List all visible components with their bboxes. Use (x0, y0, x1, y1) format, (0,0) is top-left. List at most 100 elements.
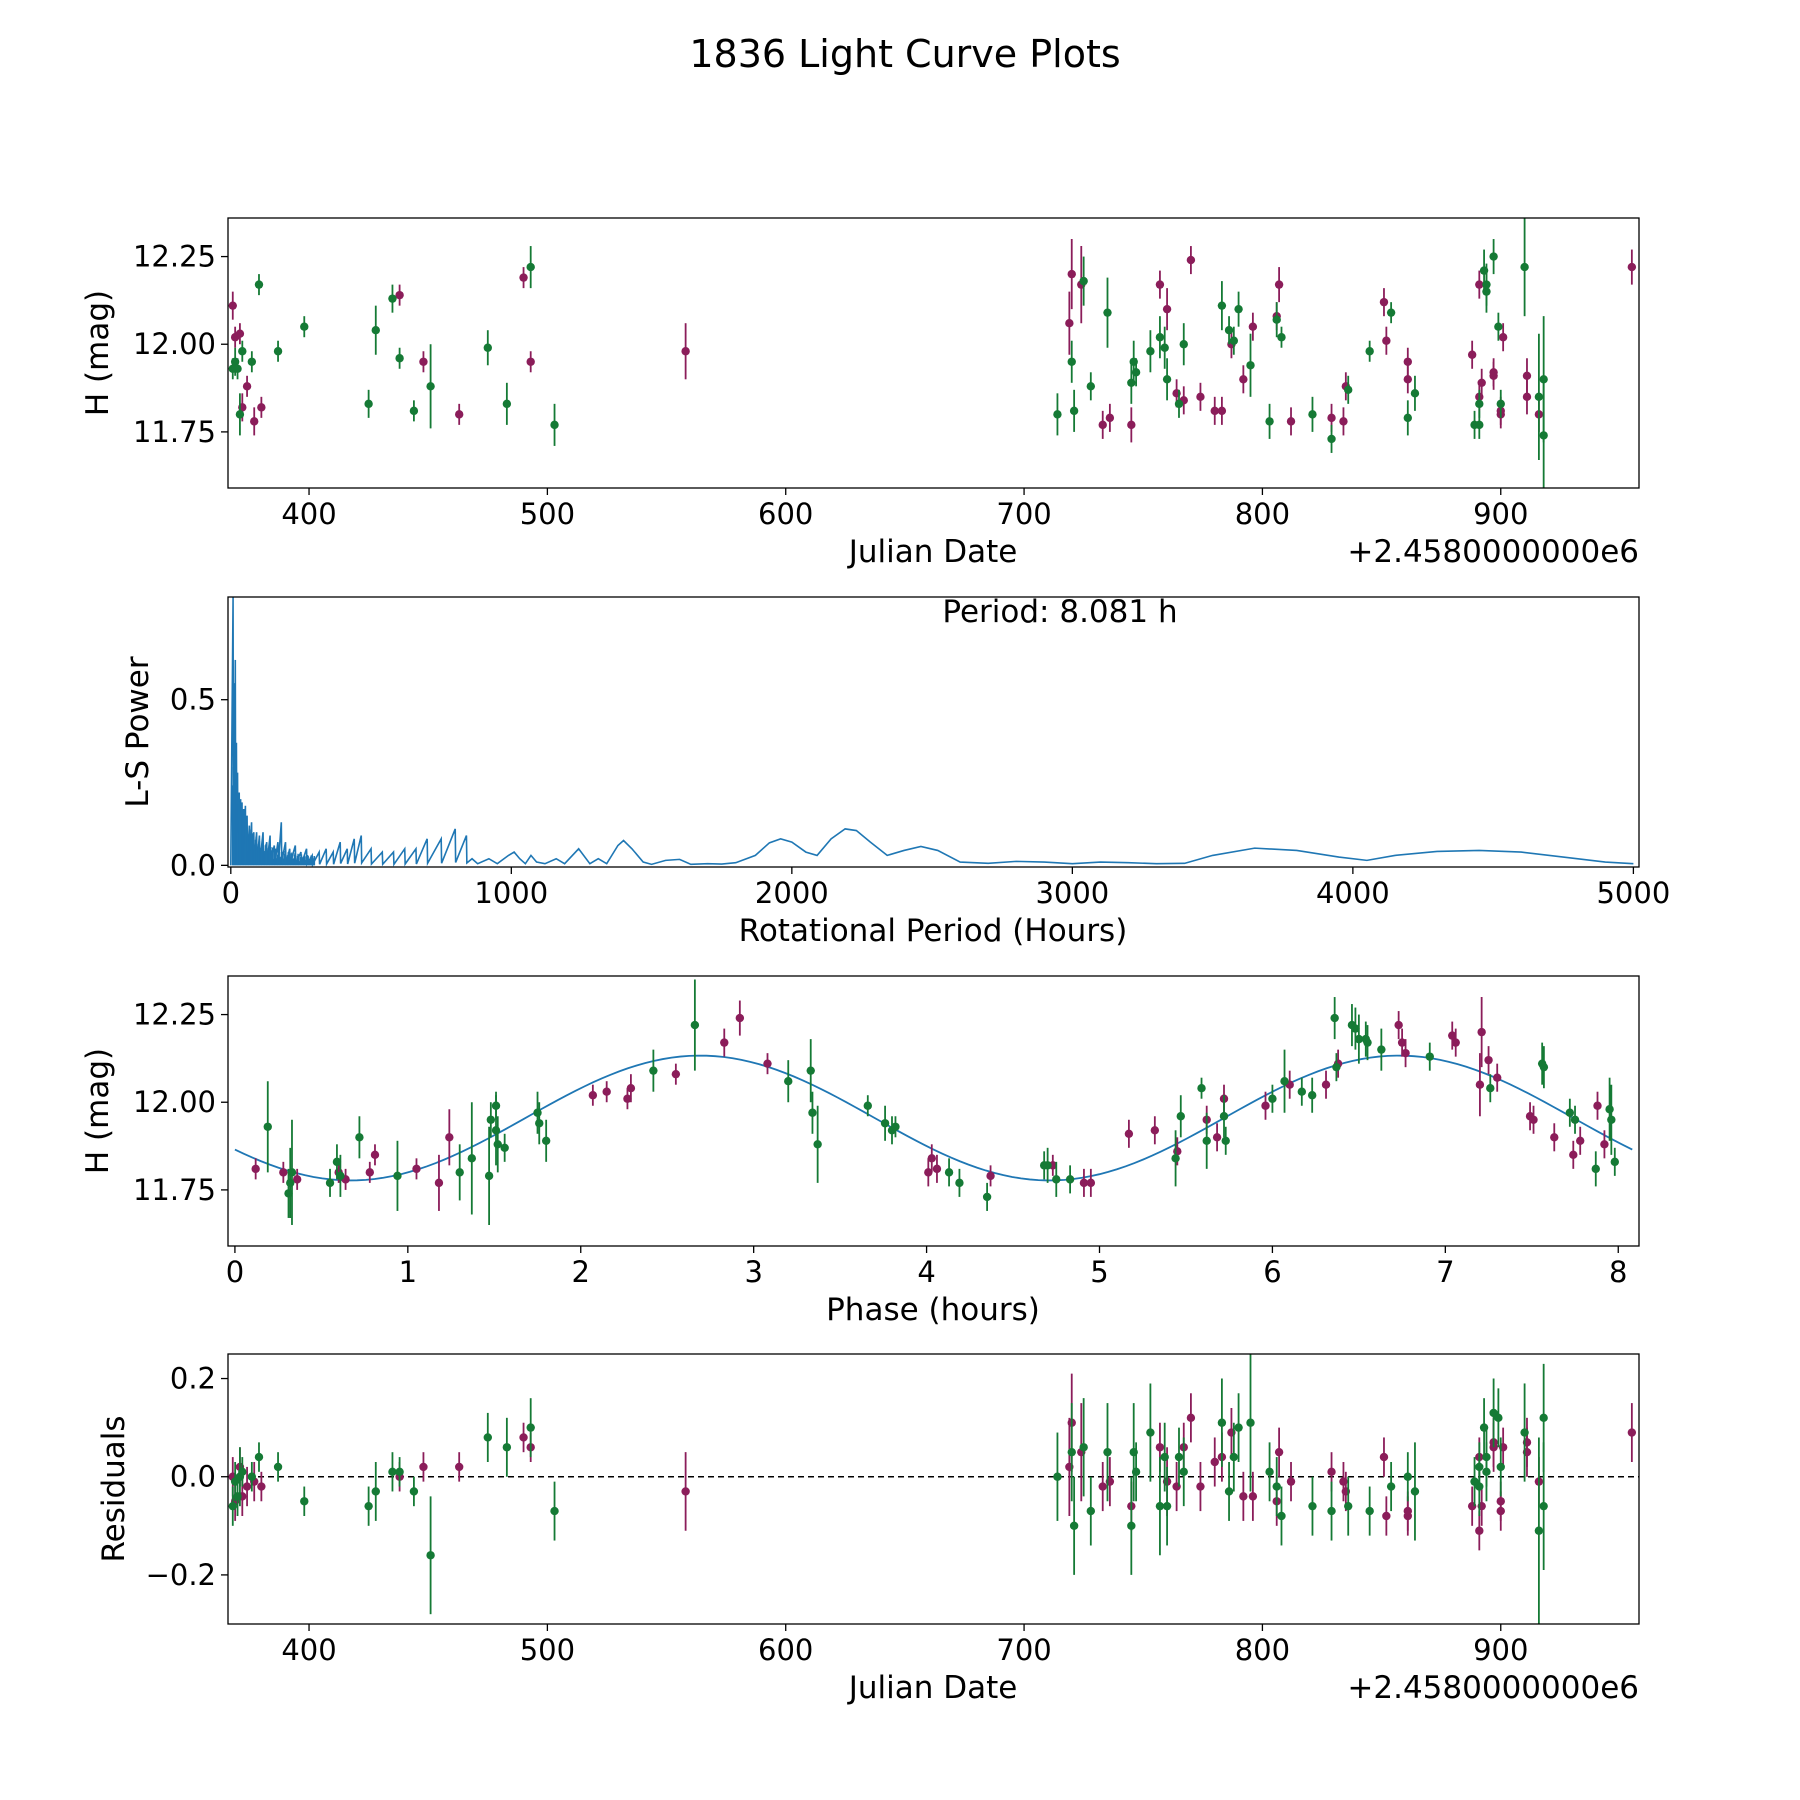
data-point (1069, 406, 1079, 416)
data-point (1219, 1112, 1229, 1121)
data-point (242, 1482, 252, 1491)
data-point (395, 290, 404, 300)
data-point (1477, 1027, 1486, 1037)
data-point (1239, 375, 1248, 384)
residuals-xtick-label: 900 (1473, 1633, 1528, 1667)
data-point (300, 1497, 309, 1506)
data-point (519, 1433, 528, 1442)
data-point (467, 1154, 477, 1163)
data-point (1448, 1031, 1457, 1040)
data-point (1498, 333, 1508, 342)
phase-series-green (263, 979, 1619, 1225)
residuals-marks (228, 1354, 1639, 1624)
data-point (1155, 1501, 1165, 1511)
phase-panel: 0 1 2 3 4 5 6 7 8 11.75 12.00 12.25 Phase (hours) H… (80, 975, 1640, 1328)
model-curve (234, 1054, 1633, 1182)
data-point (1565, 1108, 1575, 1117)
data-point (1496, 399, 1505, 409)
phase-series-purple (251, 997, 1609, 1211)
data-point (1150, 1126, 1160, 1135)
data-point (880, 1119, 890, 1128)
data-point (1386, 1482, 1396, 1491)
residuals-xlabel: Julian Date (847, 1670, 1018, 1706)
data-point (924, 1168, 933, 1177)
data-point (1394, 1020, 1403, 1030)
data-point (1098, 420, 1107, 430)
data-point (455, 1168, 464, 1177)
data-point (1475, 399, 1484, 409)
phase-xtick-label: 7 (1436, 1255, 1454, 1289)
data-point (1274, 1447, 1284, 1457)
data-point (1124, 1129, 1134, 1138)
periodogram-xtick-label: 1000 (474, 876, 548, 910)
data-point (233, 364, 242, 373)
data-point (484, 1171, 494, 1181)
data-point (1482, 280, 1491, 289)
light-curve-ytick-label: 12.00 (133, 327, 216, 361)
data-point (1043, 1161, 1052, 1170)
data-point (1217, 301, 1227, 310)
data-point (944, 1168, 954, 1177)
data-point (409, 406, 419, 416)
periodogram-axes: 0 1000 2000 3000 4000 5000 0.0 0.5 (170, 683, 1670, 910)
data-point (235, 410, 245, 419)
data-point (1246, 1418, 1255, 1427)
data-point (1297, 1087, 1307, 1096)
phase-xtick-label: 8 (1609, 1255, 1627, 1289)
data-point (1162, 1501, 1172, 1511)
data-point (409, 1487, 419, 1496)
data-point (526, 357, 535, 366)
data-point (1339, 417, 1348, 426)
data-point (1539, 375, 1548, 384)
data-point (250, 417, 259, 426)
data-point (1382, 336, 1391, 345)
data-point (1351, 1024, 1360, 1033)
residuals-ytick-label: 0.2 (170, 1362, 216, 1396)
data-point (1067, 1447, 1076, 1457)
data-point (1569, 1150, 1578, 1160)
data-point (891, 1122, 900, 1131)
data-point (1539, 1413, 1548, 1423)
data-point (1467, 350, 1477, 359)
data-point (1053, 410, 1062, 419)
data-point (1489, 368, 1498, 377)
data-point (1308, 410, 1317, 419)
data-point (235, 329, 245, 338)
data-point (806, 1066, 815, 1075)
data-point (1098, 1482, 1107, 1491)
light-curve-ytick-label: 12.25 (133, 240, 216, 274)
data-point (1186, 255, 1196, 265)
data-point (1155, 280, 1165, 289)
data-point (1489, 252, 1498, 261)
data-point (535, 1119, 544, 1128)
data-point (1053, 1472, 1062, 1481)
period-annotation: Period: 8.081 h (942, 594, 1177, 630)
data-point (1212, 1133, 1222, 1142)
data-point (1482, 1467, 1491, 1477)
data-point (1493, 1073, 1502, 1082)
data-point (1179, 340, 1188, 349)
data-point (1550, 1133, 1559, 1142)
data-point (1496, 1497, 1505, 1506)
data-point (1272, 315, 1281, 324)
light-curve-xtick-label: 700 (996, 497, 1051, 531)
data-point (1173, 1147, 1182, 1156)
data-point (426, 1551, 435, 1560)
data-point (1162, 304, 1172, 314)
data-point (1268, 1094, 1277, 1103)
data-point (1401, 1048, 1410, 1058)
data-point (1265, 417, 1274, 426)
data-point (1386, 308, 1396, 317)
data-point (336, 1171, 345, 1181)
phase-xtick-label: 0 (226, 1255, 244, 1289)
data-point (1277, 333, 1286, 342)
data-point (1410, 389, 1420, 398)
data-point (1534, 1526, 1544, 1535)
data-point (1539, 431, 1548, 440)
data-point (254, 1452, 264, 1462)
phase-ylabel: H (mag) (80, 1048, 116, 1174)
data-point (1286, 1477, 1296, 1486)
data-point (365, 1168, 374, 1177)
data-point (1494, 1413, 1503, 1423)
data-point (690, 1020, 700, 1030)
